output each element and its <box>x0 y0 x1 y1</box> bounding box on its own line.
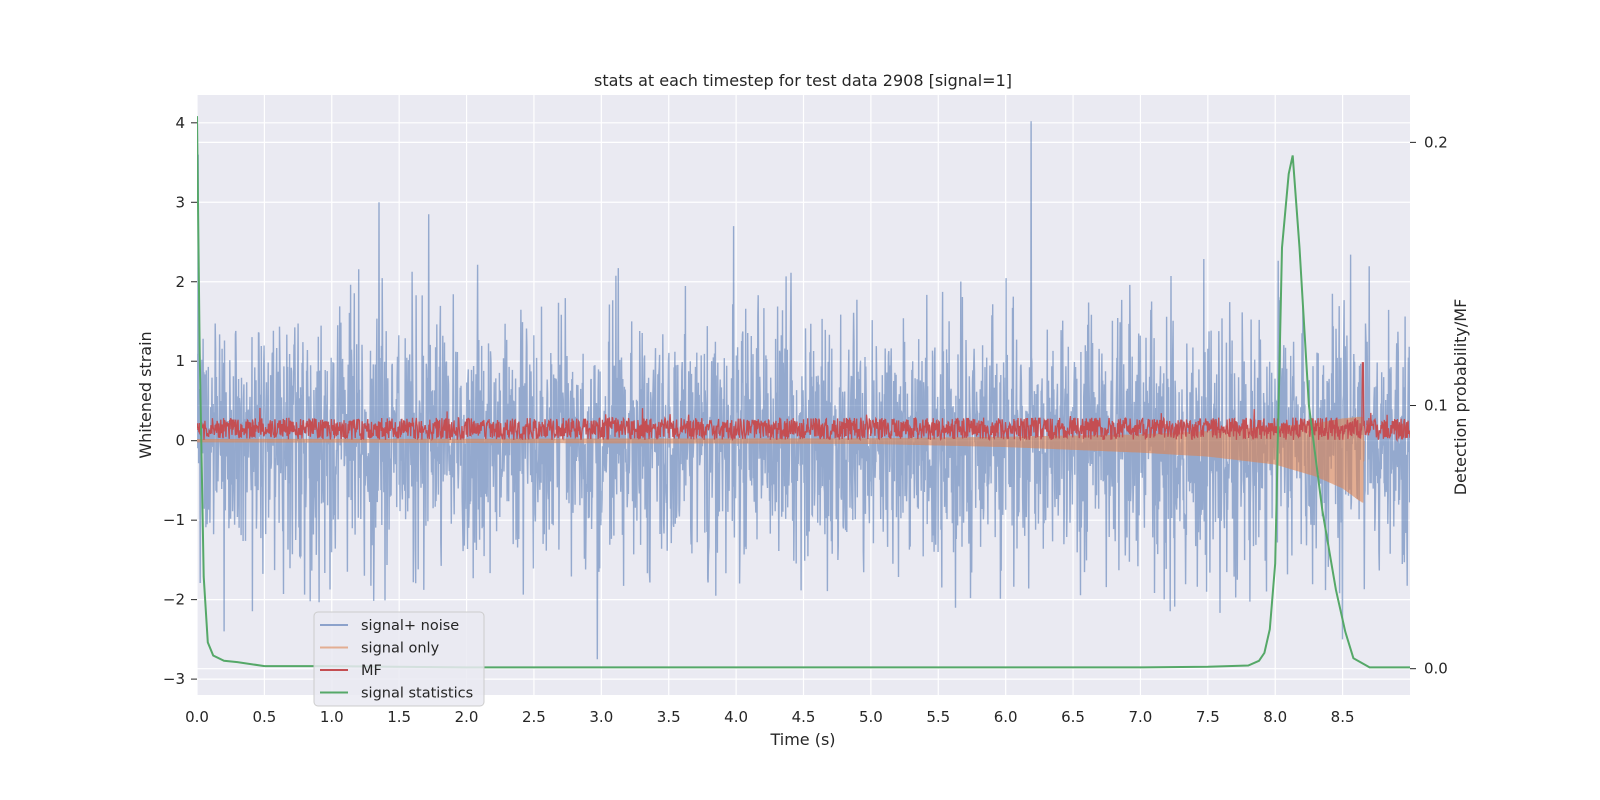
series-signal-statistics-line <box>197 116 1410 669</box>
x-tick-label: 7.5 <box>1196 708 1220 726</box>
x-tick-label: 4.0 <box>724 708 748 726</box>
series-mf-line <box>197 362 1410 442</box>
x-tick-label: 5.0 <box>859 708 883 726</box>
x-tick-label: 2.5 <box>522 708 546 726</box>
y-right-axis-label: Detection probability/MF <box>1451 299 1470 496</box>
y-right-tick-label: 0.1 <box>1424 397 1448 415</box>
y-axis-label: Whitened strain <box>136 331 155 458</box>
x-tick-label: 8.0 <box>1263 708 1287 726</box>
y-tick-label: 1 <box>175 352 185 370</box>
x-tick-label: 4.5 <box>792 708 816 726</box>
x-tick-label: 2.0 <box>455 708 479 726</box>
y-tick-label: 0 <box>175 432 185 450</box>
series-signal-noise-line <box>197 121 1410 660</box>
x-tick-label: 0.0 <box>185 708 209 726</box>
x-tick-label: 8.5 <box>1331 708 1355 726</box>
x-tick-label: 5.5 <box>926 708 950 726</box>
x-tick-label: 0.5 <box>252 708 276 726</box>
legend-entry-label: signal+ noise <box>361 618 459 634</box>
y-tick-label: 3 <box>175 193 185 211</box>
y-tick-label: −3 <box>163 670 185 688</box>
legend-entry-label: MF <box>361 663 382 679</box>
chart-title: stats at each timestep for test data 290… <box>594 71 1012 90</box>
y-tick-label: −1 <box>163 511 185 529</box>
y-tick-label: −2 <box>163 591 185 609</box>
x-tick-label: 3.0 <box>589 708 613 726</box>
x-tick-label: 6.0 <box>994 708 1018 726</box>
data-layer <box>197 116 1410 669</box>
x-tick-label: 3.5 <box>657 708 681 726</box>
legend-box <box>313 611 485 707</box>
x-tick-label: 1.0 <box>320 708 344 726</box>
y-tick-label: 4 <box>175 114 185 132</box>
x-tick-label: 7.0 <box>1129 708 1153 726</box>
x-tick-label: 1.5 <box>387 708 411 726</box>
x-axis-label: Time (s) <box>769 730 835 749</box>
legend: signal+ noise signal only MF signal statist… <box>313 611 485 707</box>
y-tick-label: 2 <box>175 273 185 291</box>
y-right-tick-label: 0.0 <box>1424 660 1448 678</box>
x-tick-label: 6.5 <box>1061 708 1085 726</box>
legend-entry-label: signal statistics <box>361 686 473 702</box>
legend-entry-label: signal only <box>361 641 440 657</box>
y-right-tick-label: 0.2 <box>1424 133 1448 151</box>
tick-layer: 0.0 0.5 1.0 1.5 2.0 2.5 3.0 3.5 4.0 4.5 5.0 5.5 6.0 6… <box>163 114 1448 726</box>
